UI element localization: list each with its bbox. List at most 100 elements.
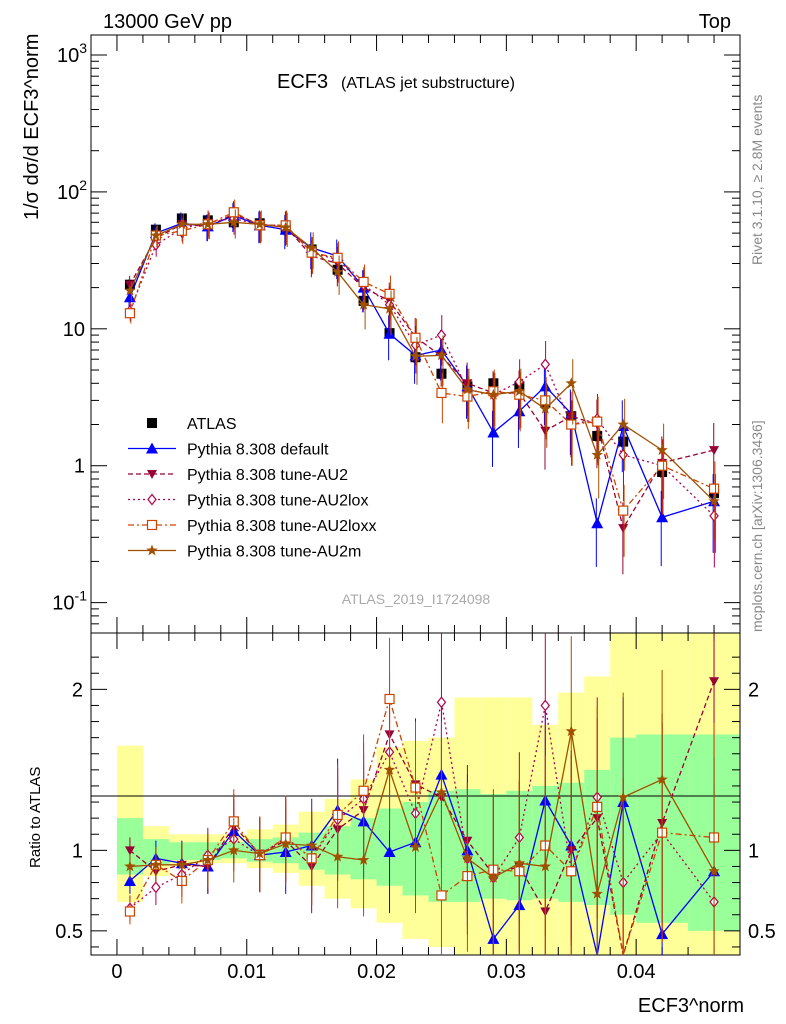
data-point	[708, 483, 720, 494]
data-point	[254, 218, 266, 230]
data-point	[228, 216, 240, 228]
legend-marker	[147, 418, 157, 428]
watermark-analysis-id: ATLAS_2019_I1724098	[342, 591, 491, 607]
y-tick-label: 10-1	[52, 588, 87, 615]
legend-marker	[146, 544, 158, 556]
data-point	[409, 350, 422, 362]
legend-entry: Pythia 8.308 default	[128, 442, 329, 459]
data-point	[202, 218, 214, 230]
ratio-point	[124, 860, 136, 872]
data-point	[176, 225, 187, 236]
series-line	[129, 211, 715, 512]
data-point	[383, 327, 396, 339]
ratio-y-tick-label-right: 1	[748, 840, 759, 862]
ratio-point	[383, 845, 396, 857]
ratio-line	[129, 681, 715, 956]
ratio-point	[124, 846, 135, 856]
data-point	[591, 517, 604, 529]
data-point	[709, 446, 720, 456]
data-point	[540, 426, 551, 436]
legend-entry: Pythia 8.308 tune-AU2m	[128, 544, 361, 561]
data-point	[618, 505, 629, 516]
data-point	[332, 252, 343, 263]
ratio-panel-frame	[90, 632, 741, 956]
data-point	[436, 329, 447, 342]
ratio-point	[656, 773, 668, 785]
data-point	[539, 402, 551, 414]
ratio-point	[151, 881, 161, 894]
ratio-point	[708, 865, 720, 877]
y-tick-label: 103	[57, 40, 87, 67]
data-point	[384, 288, 395, 299]
ratio-point	[176, 858, 188, 870]
data-point	[150, 229, 162, 241]
x-tick-label: 0.03	[487, 961, 526, 983]
ratio-y-axis-label: Ratio to ATLAS	[27, 767, 44, 868]
legend-entry: Pythia 8.308 tune-AU2lox	[128, 493, 368, 510]
ratio-y-tick-label-right: 0.5	[748, 921, 776, 943]
legend-entry: Pythia 8.308 tune-AU2	[128, 467, 348, 484]
header-right: Top	[699, 11, 731, 33]
legend-entry: ATLAS	[147, 416, 237, 433]
data-point	[591, 448, 603, 460]
y-tick-label: 10	[63, 319, 85, 341]
x-axis-label: ECF3^norm	[638, 995, 744, 1017]
series-pythia-8-308-default	[123, 202, 721, 567]
data-point	[708, 495, 720, 507]
data-point	[657, 460, 668, 471]
ratio-point	[435, 786, 448, 798]
data-point	[656, 444, 668, 455]
ratio-y-tick-label-right: 2	[748, 679, 759, 701]
data-point	[176, 218, 188, 230]
data-point	[358, 276, 369, 288]
ratio-point	[306, 839, 318, 851]
data-point	[383, 302, 396, 314]
ratio-point	[565, 725, 577, 737]
ratio-point	[383, 763, 396, 775]
legend-label: Pythia 8.308 tune-AU2lox	[187, 493, 368, 510]
plot-title-main: ECF3	[277, 71, 328, 93]
data-point	[228, 207, 239, 218]
ratio-line	[129, 696, 715, 956]
top-panel-axes: 10-1 1 10 102 103	[52, 35, 740, 634]
x-tick-label: 0.04	[617, 961, 656, 983]
ratio-point	[540, 699, 551, 712]
ratio-point	[487, 871, 500, 883]
data-point	[357, 298, 370, 310]
series-line	[129, 217, 715, 517]
side-label-mcplots: mcplots.cern.ch [arXiv:1306.3436]	[749, 420, 765, 632]
data-point	[436, 387, 447, 399]
ratio-y-tick-label-left: 2	[72, 679, 83, 701]
series-line	[129, 221, 715, 502]
data-point	[331, 266, 344, 277]
data-point	[656, 511, 669, 523]
data-point	[618, 524, 629, 534]
ratio-point	[384, 693, 395, 705]
y-tick-label: 1	[74, 456, 85, 478]
data-point	[566, 419, 577, 430]
side-label-rivet: Rivet 3.1.10, ≥ 2.8M events	[749, 95, 765, 265]
data-point	[435, 349, 448, 361]
ratio-point	[709, 677, 720, 687]
data-point	[124, 284, 136, 296]
ratio-point	[123, 874, 136, 886]
x-tick-label: 0	[111, 961, 122, 983]
ratio-point	[228, 844, 240, 856]
ratio-y-tick-label-left: 1	[72, 840, 83, 862]
y-axis-label-text: 1/σ dσ/d ECF3^norm	[21, 34, 43, 220]
ratio-point	[436, 890, 447, 901]
data-point	[461, 383, 474, 395]
header-left: 13000 GeV pp	[103, 11, 232, 33]
x-tick-label: 0.02	[357, 961, 396, 983]
plot-title-sub: (ATLAS jet substructure)	[341, 75, 515, 92]
ratio-uncertainty-bands	[116, 633, 740, 955]
data-point	[306, 241, 318, 253]
legend-label: Pythia 8.308 tune-AU2	[187, 467, 348, 484]
ratio-panel-axes: 0 0.01 0.02 0.03 0.04 0.5 0.5 1 1 2 2	[55, 633, 776, 983]
ratio-point	[331, 850, 344, 862]
ratio-series-pythia-8-308-tune-au2m	[124, 636, 720, 955]
legend-marker	[146, 442, 158, 454]
data-point	[124, 308, 136, 319]
ratio-point	[591, 887, 603, 899]
